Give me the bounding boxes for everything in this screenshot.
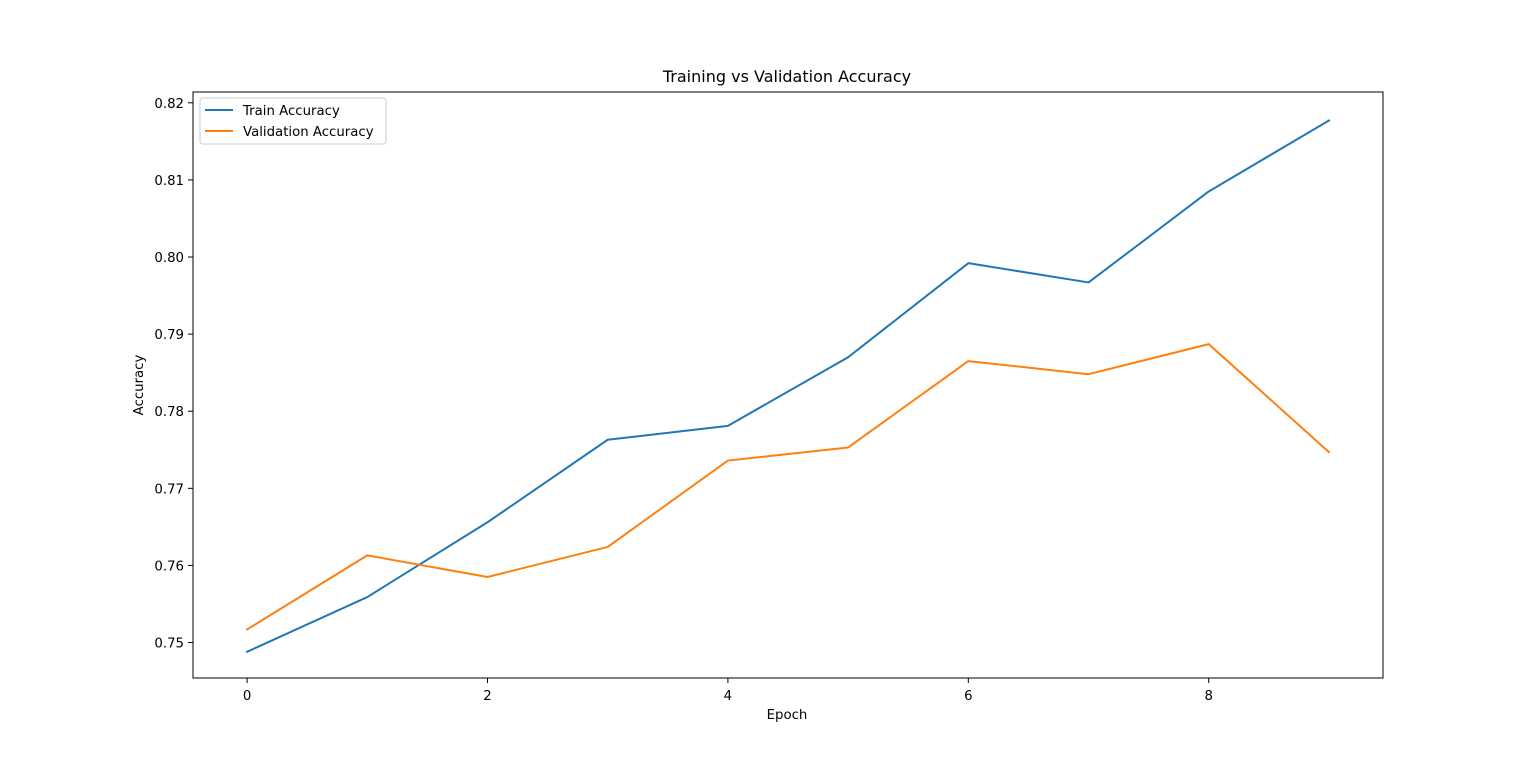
y-tick-label: 0.80: [154, 251, 184, 266]
legend-label-0: Train Accuracy: [242, 104, 340, 119]
y-axis: 0.75 0.76 0.77 0.78 0.79 0.80 0.81 0.82: [154, 97, 193, 652]
legend-label-1: Validation Accuracy: [243, 125, 374, 140]
y-tick-label: 0.78: [154, 405, 184, 420]
x-axis: 0 2 4 6 8: [243, 678, 1213, 704]
legend: Train Accuracy Validation Accuracy: [199, 97, 387, 145]
series-line-1: [245, 343, 1331, 631]
y-tick-label: 0.79: [154, 328, 184, 343]
y-tick-label: 0.75: [154, 637, 184, 652]
x-tick-label: 6: [964, 689, 972, 704]
legend-box: [199, 97, 387, 145]
y-axis-label: Accuracy: [132, 355, 147, 416]
chart-title: Training vs Validation Accuracy: [662, 67, 911, 86]
y-tick-label: 0.77: [154, 482, 184, 497]
y-tick-label: 0.76: [154, 559, 184, 574]
x-tick-label: 8: [1204, 689, 1212, 704]
series-layer: [245, 119, 1331, 654]
x-axis-label: Epoch: [767, 708, 808, 723]
plot-frame: [192, 91, 1384, 679]
x-tick-label: 0: [243, 689, 251, 704]
y-tick-label: 0.82: [154, 97, 184, 112]
x-tick-label: 2: [483, 689, 491, 704]
y-tick-label: 0.81: [154, 174, 184, 189]
x-tick-label: 4: [724, 689, 732, 704]
series-line-0: [245, 119, 1331, 654]
